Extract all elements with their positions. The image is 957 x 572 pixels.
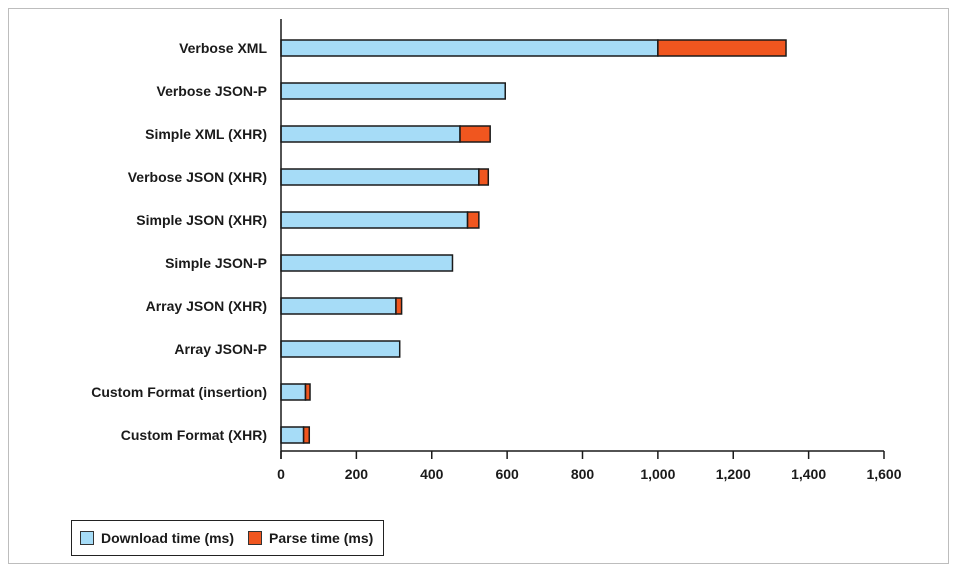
bar-download-0 xyxy=(280,39,659,57)
bar-download-8 xyxy=(280,383,307,401)
bar-parse-9 xyxy=(302,426,311,444)
legend-item-download: Download time (ms) xyxy=(80,530,234,546)
legend-swatch-download xyxy=(80,531,94,545)
bar-parse-4 xyxy=(466,211,480,229)
bar-download-6 xyxy=(280,297,397,315)
bar-parse-3 xyxy=(478,168,490,186)
x-tick-label: 1,200 xyxy=(716,466,751,482)
category-label: Simple XML (XHR) xyxy=(145,126,267,142)
bar-download-9 xyxy=(280,426,305,444)
category-label: Verbose XML xyxy=(179,40,267,56)
bar-download-1 xyxy=(280,82,506,100)
x-tick-label: 1,400 xyxy=(791,466,826,482)
chart-figure: Verbose XML Verbose JSON-P Simple XML (XHR… xyxy=(8,8,949,564)
bar-parse-0 xyxy=(657,39,787,57)
x-tick-label: 1,600 xyxy=(866,466,901,482)
legend-label-parse: Parse time (ms) xyxy=(269,530,374,546)
x-tick-label: 600 xyxy=(495,466,519,482)
legend-swatch-parse xyxy=(248,531,263,545)
bar-parse-6 xyxy=(395,297,403,315)
category-label: Verbose JSON-P xyxy=(157,83,268,99)
bar-download-5 xyxy=(280,254,454,272)
x-tick-label: 0 xyxy=(277,466,285,482)
category-label: Simple JSON-P xyxy=(165,255,267,271)
x-tick-label: 800 xyxy=(571,466,595,482)
bar-download-7 xyxy=(280,340,401,358)
bar-parse-2 xyxy=(459,125,491,143)
x-tick-label: 400 xyxy=(420,466,444,482)
category-label: Array JSON-P xyxy=(174,341,267,357)
bar-download-4 xyxy=(280,211,469,229)
bar-parse-8 xyxy=(304,383,311,401)
category-label: Custom Format (XHR) xyxy=(121,427,267,443)
x-tick-label: 200 xyxy=(345,466,369,482)
bar-chart: Verbose XML Verbose JSON-P Simple XML (XHR… xyxy=(91,19,902,482)
legend-item-parse: Parse time (ms) xyxy=(248,530,373,546)
category-label: Custom Format (insertion) xyxy=(91,384,267,400)
category-label: Array JSON (XHR) xyxy=(146,298,267,314)
bar-download-3 xyxy=(280,168,480,186)
category-label: Verbose JSON (XHR) xyxy=(128,169,267,185)
bar-download-2 xyxy=(280,125,461,143)
category-label: Simple JSON (XHR) xyxy=(136,212,267,228)
legend-label-download: Download time (ms) xyxy=(101,530,235,546)
x-tick-label: 1,000 xyxy=(640,466,675,482)
legend: Download time (ms) Parse time (ms) xyxy=(71,520,385,556)
